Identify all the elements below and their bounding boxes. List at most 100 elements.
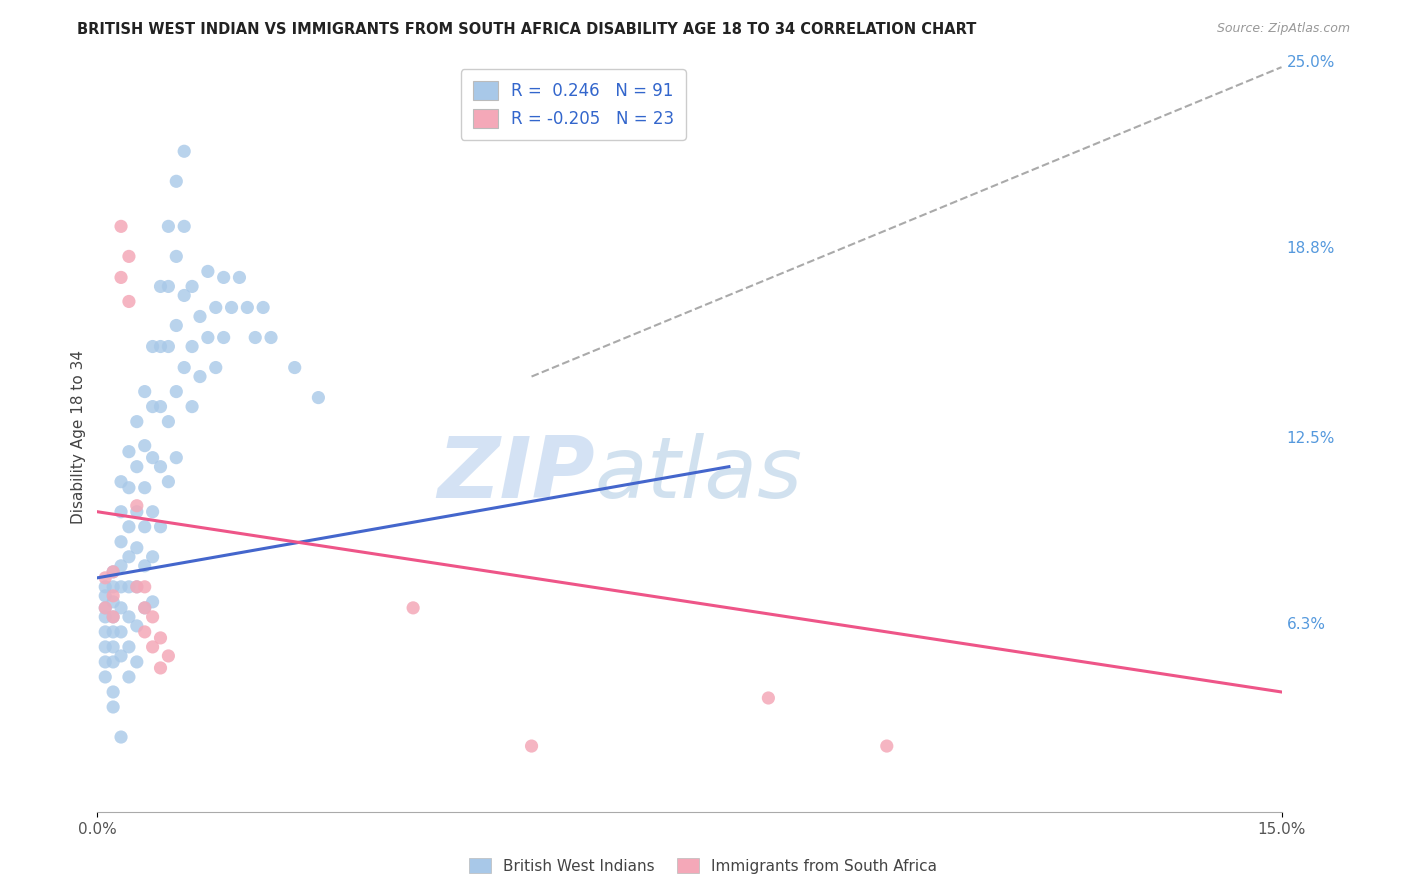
Point [125,580,148,594]
Point [110,270,132,285]
Point [236,301,259,315]
Point [110,219,132,234]
Point [142,549,165,564]
Point [110,475,132,489]
Point [118,640,141,654]
Point [165,450,187,465]
Point [149,400,172,414]
Point [125,505,148,519]
Point [181,400,204,414]
Point [197,264,219,278]
Point [101,589,124,603]
Point [94,571,117,585]
Point [181,279,204,293]
Point [134,624,156,639]
Point [125,655,148,669]
Point [197,330,219,344]
Point [142,339,165,353]
Point [157,648,180,663]
Point [110,558,132,573]
Point [149,520,172,534]
Point [142,400,165,414]
Point [101,700,124,714]
Point [307,391,329,405]
Point [94,600,117,615]
Point [125,459,148,474]
Point [118,670,141,684]
Point [134,520,156,534]
Point [110,624,132,639]
Point [157,475,180,489]
Point [142,610,165,624]
Point [118,549,141,564]
Point [204,360,226,375]
Point [118,610,141,624]
Point [94,600,117,615]
Point [260,330,283,344]
Point [134,600,156,615]
Point [118,580,141,594]
Text: BRITISH WEST INDIAN VS IMMIGRANTS FROM SOUTH AFRICA DISABILITY AGE 18 TO 34 CORR: BRITISH WEST INDIAN VS IMMIGRANTS FROM S… [77,22,977,37]
Point [157,279,180,293]
Point [94,640,117,654]
Point [110,600,132,615]
Point [94,655,117,669]
Point [110,648,132,663]
Point [252,301,274,315]
Y-axis label: Disability Age 18 to 34: Disability Age 18 to 34 [72,350,86,524]
Point [125,415,148,429]
Point [134,481,156,495]
Point [142,640,165,654]
Point [101,565,124,579]
Point [101,595,124,609]
Legend: R =  0.246   N = 91, R = -0.205   N = 23: R = 0.246 N = 91, R = -0.205 N = 23 [461,70,686,140]
Point [212,330,235,344]
Point [212,270,235,285]
Point [134,600,156,615]
Point [101,610,124,624]
Point [188,310,211,324]
Point [173,145,195,159]
Point [173,360,195,375]
Point [157,219,180,234]
Point [165,384,187,399]
Point [142,505,165,519]
Point [876,739,898,753]
Point [101,685,124,699]
Text: Source: ZipAtlas.com: Source: ZipAtlas.com [1216,22,1350,36]
Point [134,439,156,453]
Point [101,640,124,654]
Point [110,580,132,594]
Point [134,580,156,594]
Point [165,174,187,188]
Point [284,360,307,375]
Point [165,249,187,263]
Point [157,415,180,429]
Point [94,610,117,624]
Point [101,580,124,594]
Text: atlas: atlas [595,433,803,516]
Text: ZIP: ZIP [437,433,595,516]
Point [149,661,172,675]
Point [181,339,204,353]
Point [402,600,425,615]
Point [110,505,132,519]
Point [94,580,117,594]
Point [110,730,132,744]
Point [94,624,117,639]
Point [134,558,156,573]
Point [188,369,211,384]
Point [118,249,141,263]
Point [228,270,250,285]
Point [149,279,172,293]
Point [149,631,172,645]
Point [245,330,267,344]
Point [118,444,141,458]
Point [110,534,132,549]
Point [173,219,195,234]
Point [173,288,195,302]
Point [125,619,148,633]
Point [204,301,226,315]
Point [125,541,148,555]
Point [118,520,141,534]
